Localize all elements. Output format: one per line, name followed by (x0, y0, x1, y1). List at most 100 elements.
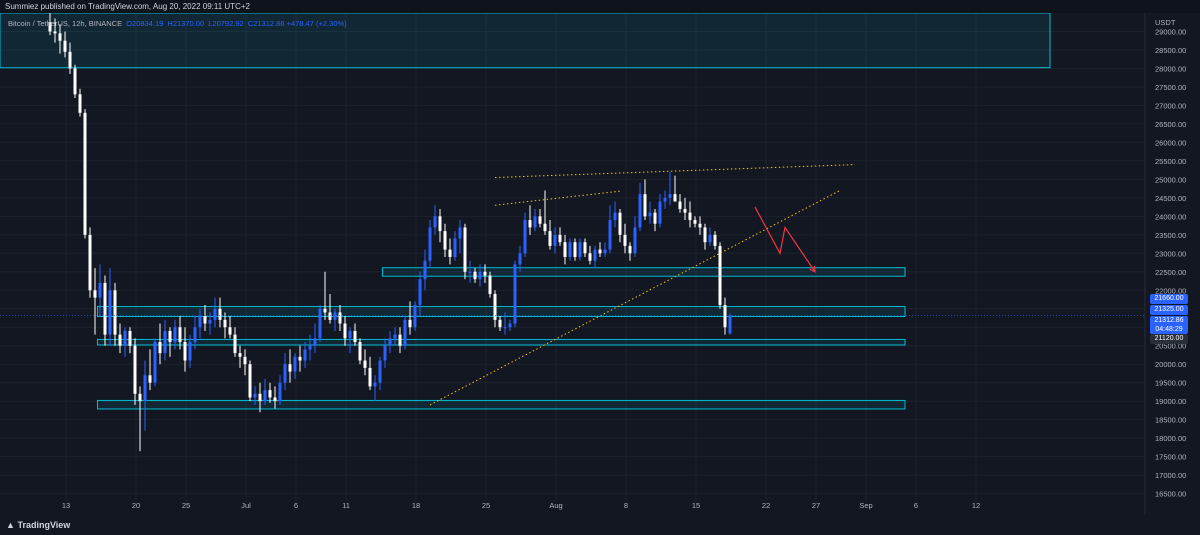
candle-body (288, 364, 292, 372)
candle-body (143, 375, 147, 402)
y-tick-label: 17000.00 (1155, 471, 1186, 480)
x-tick-label: 20 (132, 501, 140, 510)
candle-body (238, 353, 242, 357)
projection-arrow-path (754, 206, 816, 273)
y-tick-label: 25500.00 (1155, 157, 1186, 166)
candle-body (368, 367, 372, 387)
last-price-text: 21312.86 (1154, 317, 1184, 324)
candle-body (628, 245, 632, 254)
candle-body (473, 271, 477, 280)
candle-body (118, 334, 122, 346)
y-tick-label: 17500.00 (1155, 453, 1186, 462)
candle-body (223, 319, 227, 328)
candle-body (518, 253, 522, 265)
y-tick-label: 18500.00 (1155, 416, 1186, 425)
candle-body (233, 334, 237, 354)
candle-body (648, 212, 652, 217)
candle-body (488, 275, 492, 294)
x-tick-label: 11 (342, 501, 350, 510)
x-tick-label: 6 (914, 501, 918, 510)
candle-body (173, 327, 177, 343)
candle-body (623, 234, 627, 246)
price-tag-21120-text: 21120.00 (1154, 335, 1184, 342)
y-tick-label: 29000.00 (1155, 27, 1186, 36)
candle-body (453, 238, 457, 257)
candle-body (213, 308, 217, 320)
y-axis-unit: USDT (1155, 18, 1176, 27)
tv-icon: ▲ (6, 520, 15, 530)
candle-body (198, 316, 202, 328)
x-tick-label: 18 (412, 501, 420, 510)
candle-body (83, 112, 87, 235)
x-tick-label: 22 (762, 501, 770, 510)
price-tag-21660-text: 21660.00 (1154, 295, 1184, 302)
y-tick-label: 20000.00 (1155, 360, 1186, 369)
change-value: +478.47 (+2.30%) (286, 19, 347, 28)
zone-rectangle (0, 13, 1051, 69)
candle-body (503, 327, 507, 329)
candle-body (273, 397, 277, 402)
candle-body (683, 208, 687, 213)
candle-body (408, 319, 412, 328)
x-tick-label: 15 (692, 501, 700, 510)
candle-body (88, 234, 92, 291)
candle-body (373, 382, 377, 387)
candle-body (588, 253, 592, 261)
candle-body (568, 242, 572, 257)
candle-body (348, 330, 352, 339)
trendline (494, 164, 856, 179)
candle-body (323, 308, 327, 313)
tradingview-logo[interactable]: ▲ TradingView (6, 520, 70, 530)
time-axis: 6132025Jul6111825Aug8152227Sep612 (62, 501, 980, 510)
candle-body (653, 212, 657, 224)
price-tag-21325-text: 21325.00 (1154, 306, 1184, 313)
candle-body (313, 338, 317, 346)
candle-body (178, 327, 182, 343)
candle-body (338, 312, 342, 324)
y-tick-label: 24500.00 (1155, 194, 1186, 203)
symbol-name: Bitcoin / TetherUS, 12h, BINANCE (8, 19, 123, 28)
candle-body (513, 264, 517, 324)
x-tick-label: 12 (972, 501, 980, 510)
candle-body (228, 327, 232, 335)
candle-body (708, 234, 712, 243)
candle-body (658, 201, 662, 224)
candle-body (443, 231, 447, 250)
candle-body (703, 227, 707, 243)
candle-body (278, 382, 282, 402)
candle-body (293, 356, 297, 372)
candle-body (193, 327, 197, 343)
candle-body (483, 271, 487, 276)
candle-body (258, 393, 262, 402)
candle-body (423, 260, 427, 280)
y-tick-label: 23000.00 (1155, 249, 1186, 258)
candle-body (128, 330, 132, 346)
candle-body (663, 197, 667, 202)
candle-body (573, 242, 577, 257)
open-label: O (126, 19, 133, 28)
y-tick-label: 24000.00 (1155, 212, 1186, 221)
footer: ▲ TradingView (0, 515, 1200, 535)
candle-body (448, 249, 452, 257)
candle-body (533, 216, 537, 228)
brand-text: TradingView (17, 520, 71, 530)
candle-body (358, 342, 362, 361)
candle-body (133, 345, 137, 394)
candle-body (593, 249, 597, 261)
candle-body (418, 279, 422, 306)
projection-arrow-head (809, 265, 816, 273)
candle-body (53, 31, 57, 34)
price-axis: 16500.00 17000.00 17500.00 18000.00 18500.00… (1155, 18, 1186, 499)
candle-body (203, 316, 207, 324)
trendline-drawings (0, 164, 1145, 406)
publish-text: Summiez published on TradingView.com, Au… (5, 2, 250, 11)
y-tick-label: 23500.00 (1155, 231, 1186, 240)
candle-body (403, 319, 407, 346)
candle-body (578, 242, 582, 257)
candle-body (248, 364, 252, 398)
price-chart[interactable]: 6132025Jul6111825Aug8152227Sep612 16500.… (0, 13, 1200, 515)
candle-body (183, 342, 187, 361)
support-resistance-zones (0, 13, 1051, 410)
publish-header: Summiez published on TradingView.com, Au… (0, 0, 1200, 13)
candle-body (318, 308, 322, 339)
